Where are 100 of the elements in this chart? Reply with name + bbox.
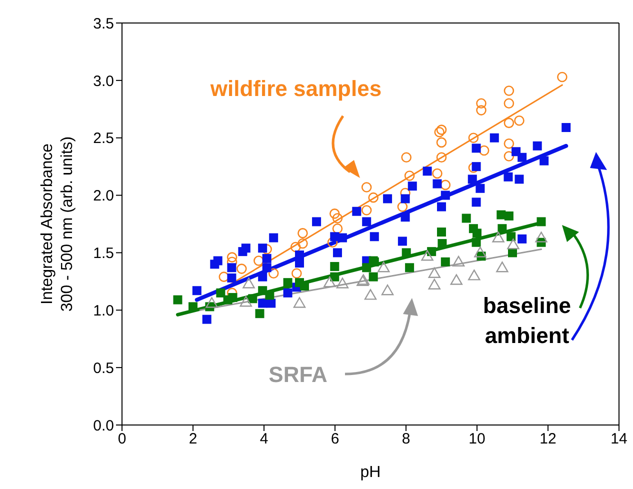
point: [562, 123, 571, 132]
y-tick-label: 2.0: [93, 188, 114, 205]
point: [298, 228, 308, 238]
point: [472, 228, 482, 238]
point: [496, 262, 508, 272]
point: [397, 202, 408, 212]
x-tick-label: 4: [260, 430, 268, 448]
point: [262, 254, 272, 263]
point: [468, 174, 477, 184]
point: [504, 151, 514, 162]
point: [434, 126, 445, 138]
point: [404, 170, 415, 181]
point: [498, 224, 507, 234]
point: [437, 202, 446, 212]
point: [293, 297, 306, 308]
y-tick-label: 3.5: [93, 15, 114, 32]
point: [400, 212, 410, 222]
point: [192, 286, 202, 296]
point: [329, 208, 340, 219]
point: [218, 272, 230, 282]
point: [227, 273, 236, 282]
point: [298, 238, 308, 249]
point: [436, 124, 447, 135]
point: [330, 262, 340, 271]
point: [258, 298, 268, 308]
x-axis-title: pH: [360, 464, 381, 481]
x-tick-label: 12: [540, 430, 556, 448]
point: [398, 236, 407, 246]
point: [268, 268, 279, 279]
point: [368, 192, 378, 203]
point: [476, 184, 485, 193]
point: [472, 162, 481, 172]
annotation: SRFA: [268, 362, 328, 387]
point: [402, 248, 411, 258]
x-tick-label: 6: [330, 430, 340, 448]
point: [428, 278, 440, 290]
point: [336, 278, 349, 288]
point: [440, 190, 450, 200]
point: [504, 211, 514, 220]
point: [478, 145, 490, 156]
point: [258, 272, 268, 282]
point: [452, 256, 465, 267]
point: [295, 258, 304, 268]
point: [327, 237, 338, 248]
point: [535, 232, 548, 242]
point: [362, 217, 372, 226]
x-tick-label: 0: [118, 430, 126, 448]
point: [496, 210, 506, 220]
point: [400, 194, 410, 204]
point: [432, 168, 442, 179]
y-tick-label: 0.5: [93, 360, 114, 377]
point: [292, 268, 302, 279]
point: [269, 233, 278, 242]
annotation: wildfire samples: [209, 76, 382, 101]
point: [381, 284, 394, 296]
point: [518, 234, 527, 244]
point: [408, 182, 417, 191]
point: [421, 250, 434, 261]
point: [330, 272, 340, 282]
point: [332, 223, 343, 234]
point: [474, 246, 486, 258]
point: [476, 105, 486, 116]
point: [438, 239, 447, 248]
point: [440, 180, 451, 190]
point: [352, 206, 362, 216]
y-tick-label: 1.0: [93, 302, 114, 320]
point: [332, 213, 343, 224]
point: [504, 118, 514, 128]
point: [518, 152, 527, 162]
point: [532, 141, 542, 150]
point: [324, 276, 336, 288]
point: [216, 288, 226, 298]
point: [436, 137, 447, 148]
point: [440, 257, 450, 266]
point: [506, 232, 516, 242]
point: [476, 98, 486, 109]
point: [262, 263, 272, 272]
point: [330, 232, 340, 242]
point: [241, 244, 250, 253]
point: [504, 138, 514, 149]
point: [258, 244, 268, 253]
point: [468, 132, 479, 144]
point: [514, 115, 524, 126]
y-tick-label: 1.5: [93, 245, 114, 262]
point: [364, 289, 377, 300]
point: [213, 256, 222, 266]
point: [436, 152, 447, 163]
point: [437, 228, 446, 237]
point: [450, 274, 463, 285]
point: [236, 264, 247, 274]
point: [228, 293, 238, 302]
point: [362, 263, 372, 272]
x-tick-label: 8: [402, 430, 410, 448]
x-tick-label: 10: [468, 430, 486, 448]
point: [401, 152, 412, 163]
point: [240, 296, 252, 307]
point: [492, 232, 504, 242]
x-tick-label: 2: [188, 430, 198, 448]
y-axis-title: Integrated Absorbance 300 - 500 nm (arb. units): [39, 136, 76, 312]
y-tick-label: 0.0: [93, 417, 114, 434]
